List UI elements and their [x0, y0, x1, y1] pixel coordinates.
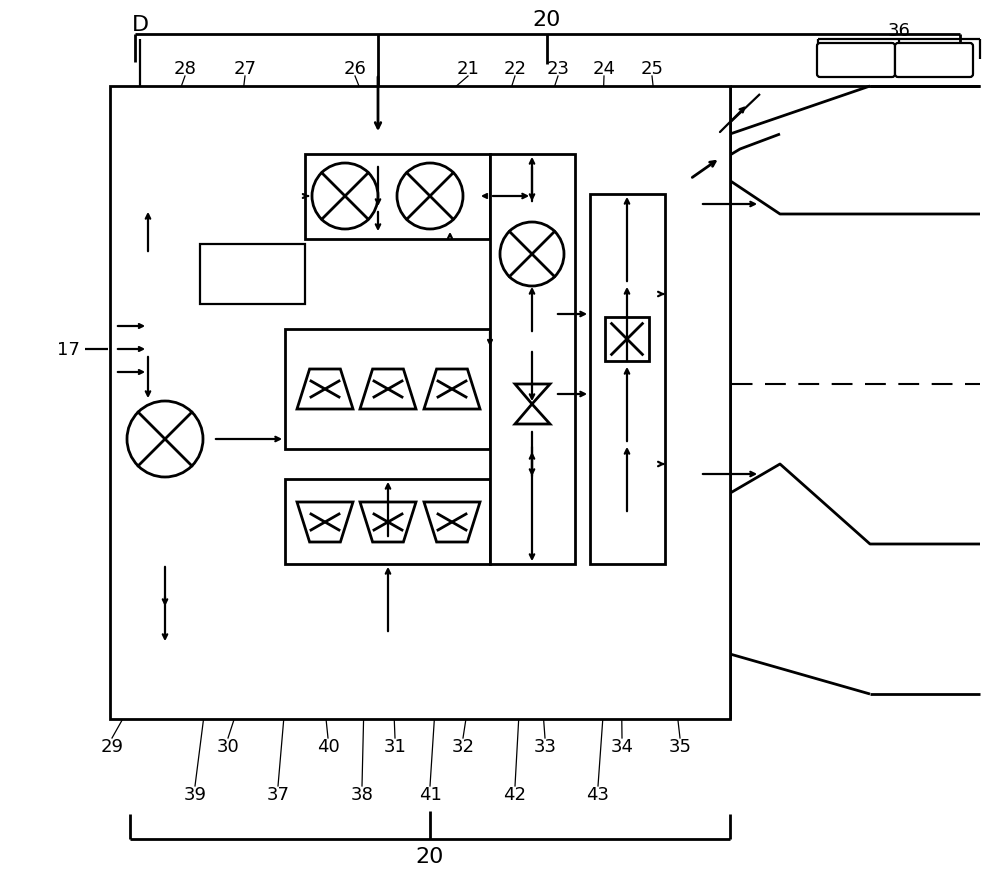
Text: 42: 42 — [504, 785, 526, 803]
Text: 40: 40 — [317, 738, 339, 755]
Text: 33: 33 — [534, 738, 556, 755]
Polygon shape — [297, 502, 353, 543]
Text: 27: 27 — [234, 60, 257, 78]
Polygon shape — [424, 502, 480, 543]
Bar — [285, 479, 490, 564]
Bar — [200, 245, 305, 305]
Text: D: D — [131, 15, 149, 35]
Bar — [590, 195, 665, 564]
Text: 20: 20 — [416, 846, 444, 866]
Polygon shape — [360, 502, 416, 543]
Polygon shape — [515, 405, 550, 425]
Text: 38: 38 — [351, 785, 373, 803]
Text: 25: 25 — [640, 60, 664, 78]
Text: 17: 17 — [57, 341, 79, 358]
Text: 20: 20 — [533, 10, 561, 30]
Text: 24: 24 — [592, 60, 616, 78]
Text: 28: 28 — [174, 60, 196, 78]
Polygon shape — [360, 369, 416, 409]
Text: 21: 21 — [457, 60, 479, 78]
Text: 37: 37 — [267, 785, 290, 803]
Bar — [285, 330, 490, 450]
FancyBboxPatch shape — [817, 44, 895, 78]
Text: 22: 22 — [504, 60, 526, 78]
Text: 36: 36 — [888, 22, 910, 40]
Bar — [110, 87, 730, 719]
Text: 34: 34 — [610, 738, 634, 755]
Text: 31: 31 — [384, 738, 406, 755]
Text: 29: 29 — [101, 738, 124, 755]
Polygon shape — [424, 369, 480, 409]
Polygon shape — [515, 384, 550, 405]
Text: 41: 41 — [419, 785, 441, 803]
Text: 30: 30 — [217, 738, 239, 755]
Bar — [490, 155, 575, 564]
FancyBboxPatch shape — [895, 44, 973, 78]
Text: 43: 43 — [586, 785, 610, 803]
Text: 35: 35 — [668, 738, 692, 755]
Text: 48: 48 — [846, 52, 866, 70]
Text: 26: 26 — [344, 60, 366, 78]
Text: 23: 23 — [546, 60, 570, 78]
Text: 39: 39 — [184, 785, 207, 803]
Polygon shape — [297, 369, 353, 409]
Text: 49: 49 — [924, 52, 944, 70]
Bar — [305, 155, 490, 240]
Text: 32: 32 — [452, 738, 475, 755]
Bar — [605, 317, 649, 361]
